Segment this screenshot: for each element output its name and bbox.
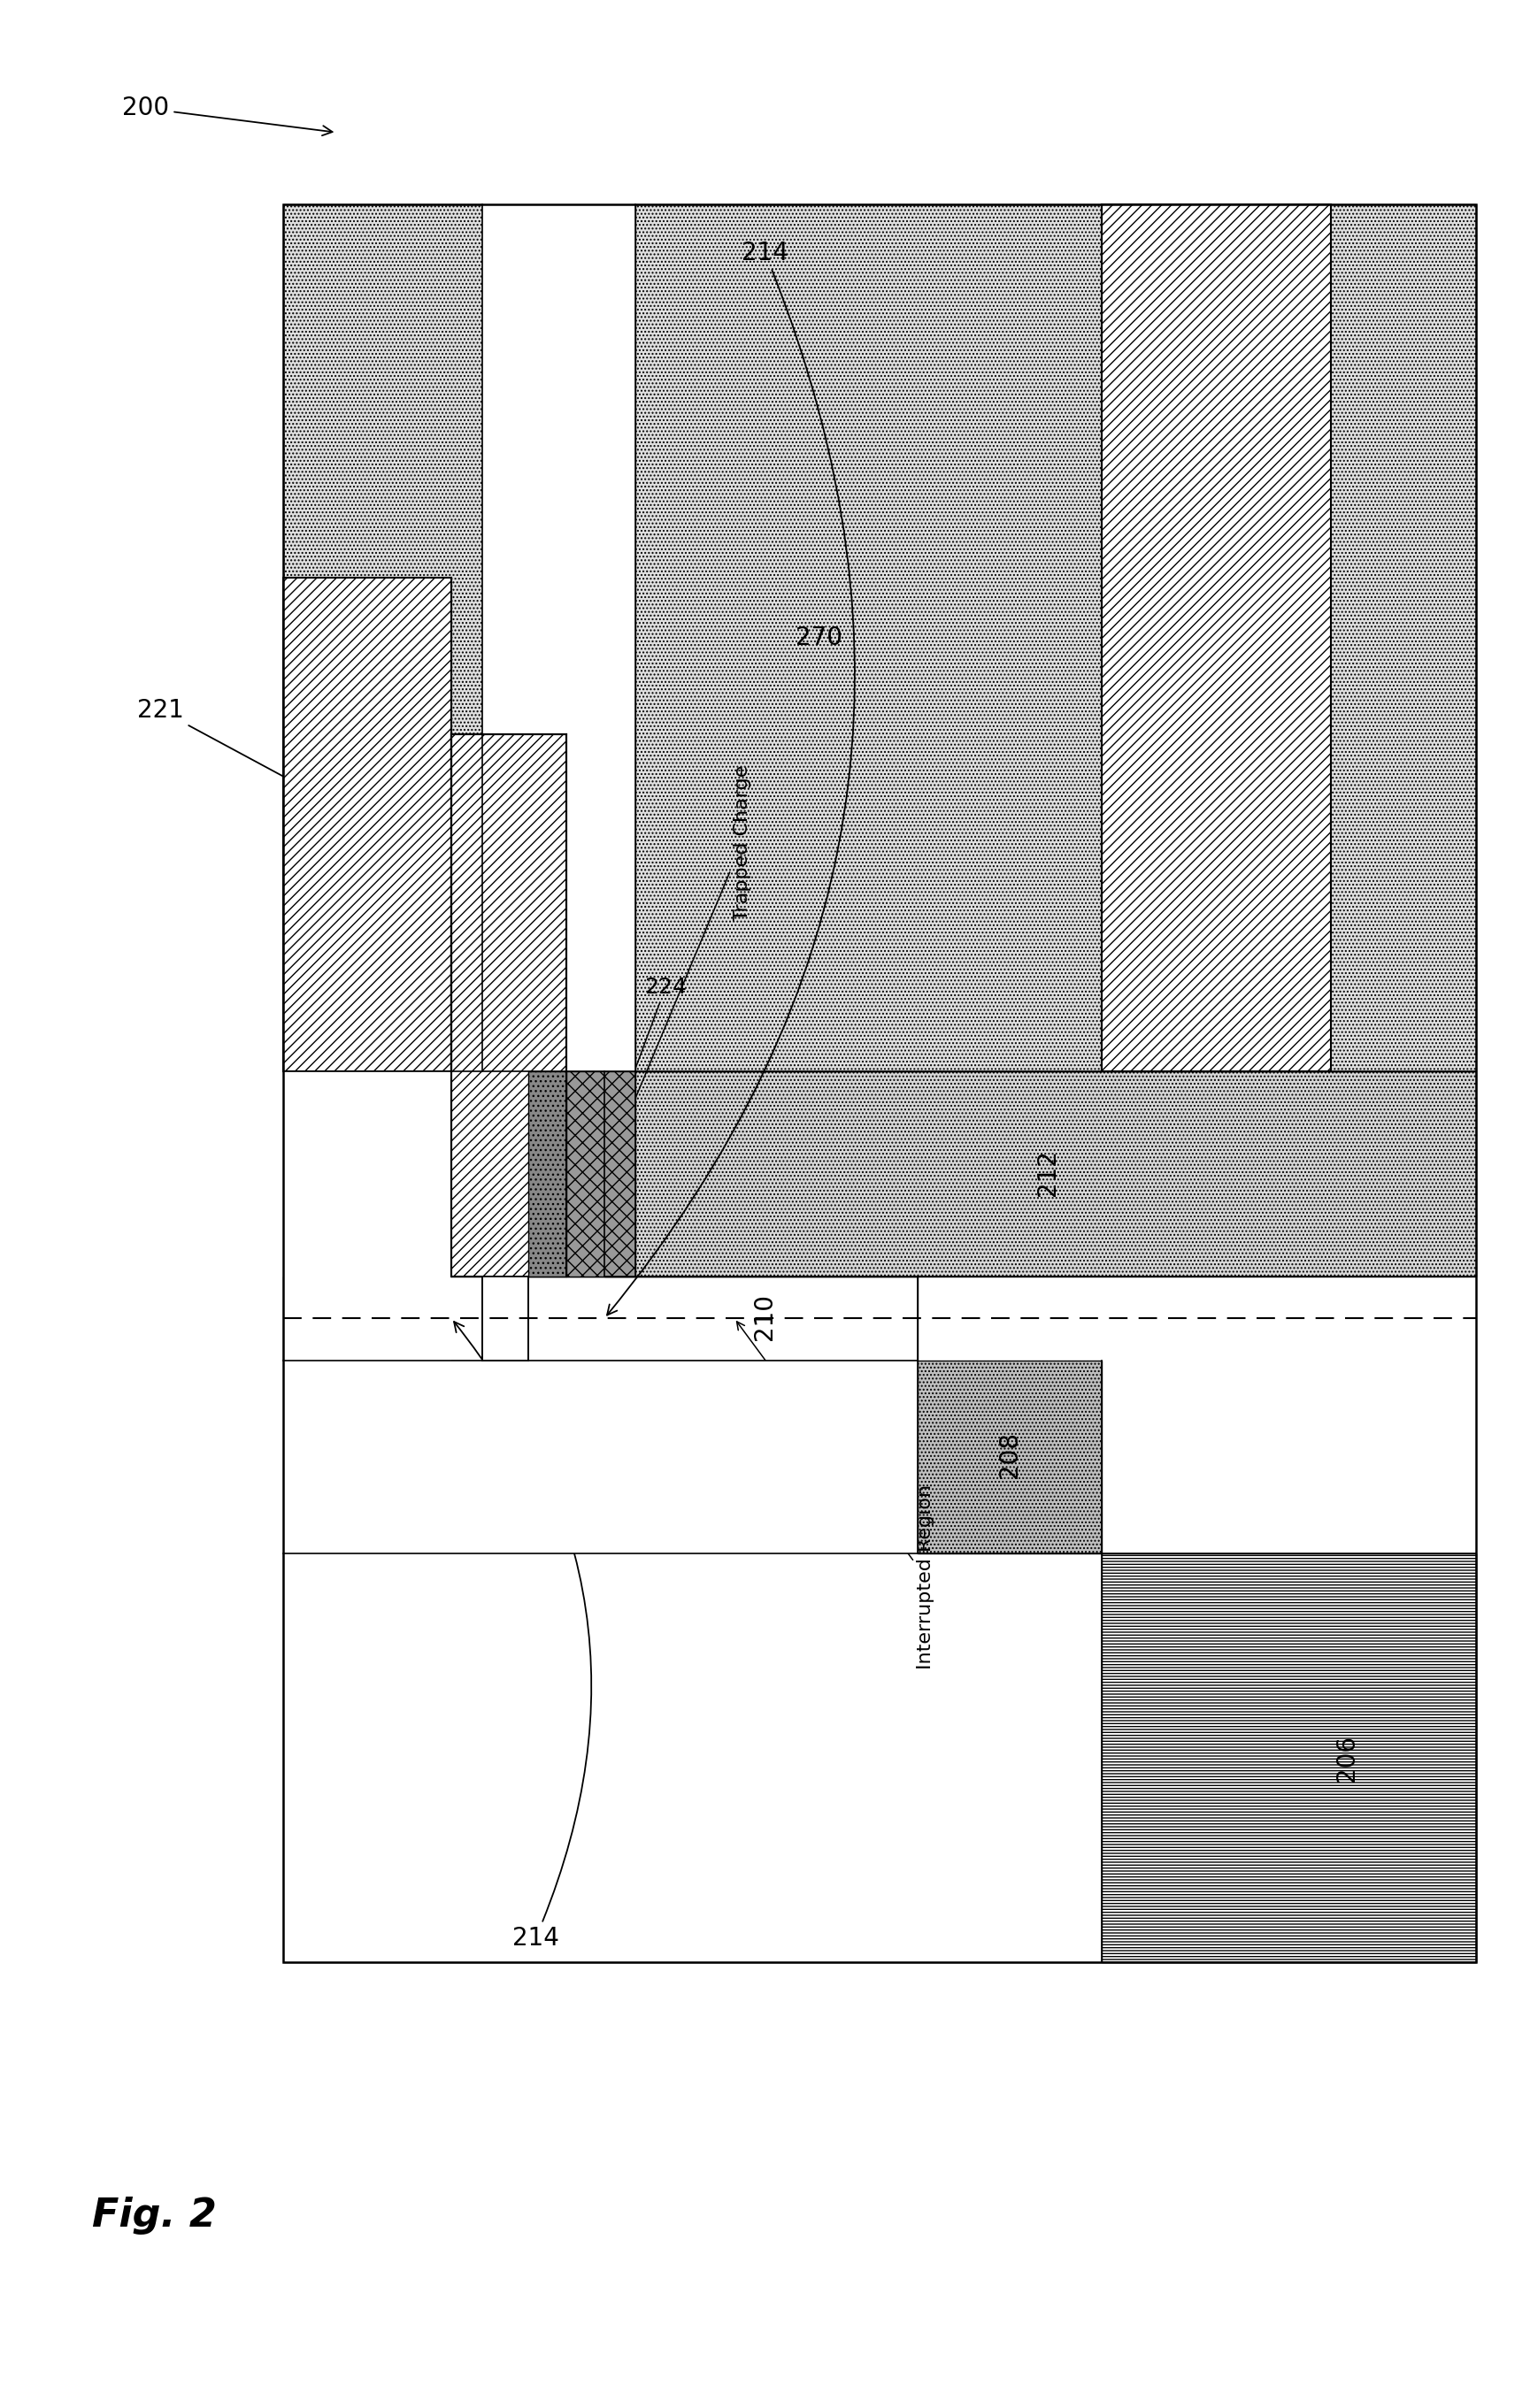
Text: 226: 226 <box>471 913 493 956</box>
Bar <box>635 205 1476 1072</box>
Text: 216: 216 <box>355 819 379 867</box>
Text: 212: 212 <box>1036 1149 1060 1197</box>
Bar <box>283 1072 451 1361</box>
Bar <box>528 1072 566 1276</box>
Bar <box>283 1361 918 1553</box>
Bar <box>283 1553 1102 1963</box>
Bar <box>283 1553 1476 1963</box>
Bar <box>1102 205 1331 1072</box>
Text: 224: 224 <box>597 978 687 1168</box>
Text: Fig. 2: Fig. 2 <box>92 2196 216 2235</box>
Text: 222: 222 <box>392 1351 502 1466</box>
Bar <box>1102 1553 1476 1963</box>
Bar <box>482 1072 604 1276</box>
Bar <box>604 1072 1476 1276</box>
Bar <box>283 1276 918 1361</box>
Text: 210: 210 <box>753 1293 777 1341</box>
Text: 214: 214 <box>454 1322 592 1950</box>
Text: 200: 200 <box>122 96 332 135</box>
Bar <box>283 205 482 1072</box>
Text: 221: 221 <box>138 698 448 864</box>
Bar <box>482 205 635 1072</box>
Text: 270: 270 <box>352 626 398 650</box>
Bar <box>283 578 451 1072</box>
Text: Trapped Charge: Trapped Charge <box>606 766 751 1168</box>
Text: 270: 270 <box>796 626 842 650</box>
Text: Interrupted Region: Interrupted Region <box>737 1322 935 1669</box>
Text: 214: 214 <box>607 241 855 1315</box>
Bar <box>283 205 1476 1963</box>
Bar <box>918 1361 1102 1553</box>
Bar <box>566 1072 635 1276</box>
Bar <box>283 205 1476 1963</box>
Text: 218: 218 <box>1204 373 1229 421</box>
Text: 208: 208 <box>998 1430 1022 1479</box>
Bar <box>482 1276 528 1361</box>
Text: 206: 206 <box>1334 1734 1359 1782</box>
Bar <box>451 734 566 1276</box>
